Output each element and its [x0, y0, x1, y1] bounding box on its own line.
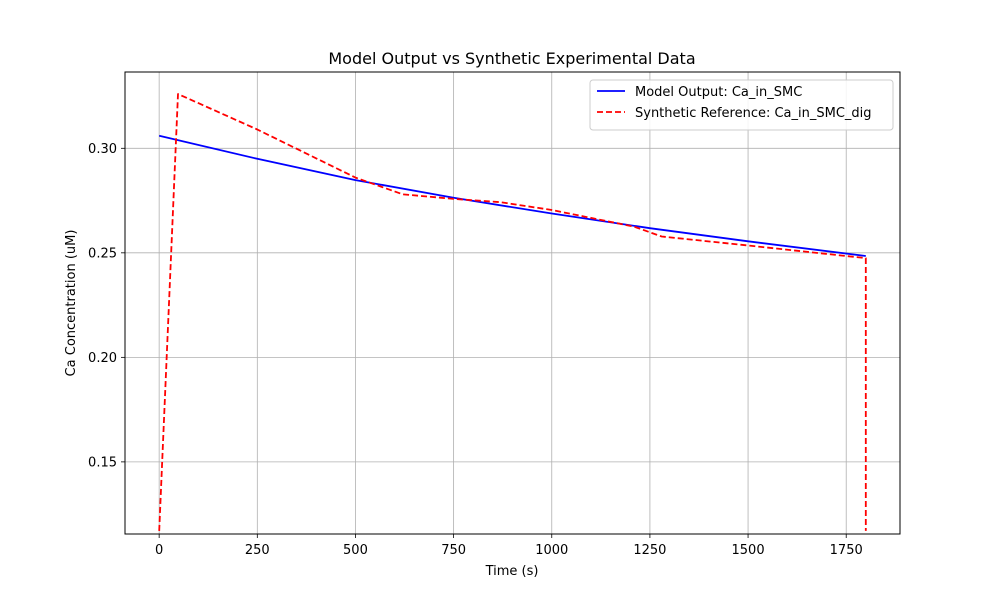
- legend: Model Output: Ca_in_SMC Synthetic Refere…: [589, 79, 894, 131]
- x-tick-label: 1000: [535, 543, 568, 558]
- x-tick-label: 1250: [633, 543, 666, 558]
- legend-label-synthetic-reference: Synthetic Reference: Ca_in_SMC_dig: [635, 106, 872, 121]
- series-line-synthetic-reference: [158, 93, 867, 531]
- plot-frame: [124, 71, 901, 535]
- x-axis-label: Time (s): [485, 564, 539, 579]
- x-axis-ticks: 0 250 500 750 1000 1250 1500 1750: [155, 534, 863, 558]
- x-tick-label: 1500: [732, 543, 765, 558]
- x-tick-label: 250: [245, 543, 270, 558]
- x-tick-label: 500: [343, 543, 368, 558]
- y-tick-label: 0.25: [88, 246, 117, 261]
- x-tick-label: 750: [441, 543, 466, 558]
- y-tick-label: 0.20: [88, 351, 117, 366]
- y-axis-label: Ca Concentration (uM): [64, 230, 79, 377]
- series-layer: [158, 93, 867, 531]
- y-tick-label: 0.15: [88, 455, 117, 470]
- grid-lines: [125, 72, 900, 534]
- series-line-model-output: [158, 134, 866, 257]
- y-tick-label: 0.30: [88, 142, 117, 157]
- x-tick-label: 1750: [830, 543, 863, 558]
- legend-label-model-output: Model Output: Ca_in_SMC: [635, 85, 802, 100]
- y-axis-ticks: 0.15 0.20 0.25 0.30: [88, 142, 125, 470]
- chart-title: Model Output vs Synthetic Experimental D…: [328, 49, 695, 68]
- x-tick-label: 0: [155, 543, 163, 558]
- legend-box: [589, 79, 894, 131]
